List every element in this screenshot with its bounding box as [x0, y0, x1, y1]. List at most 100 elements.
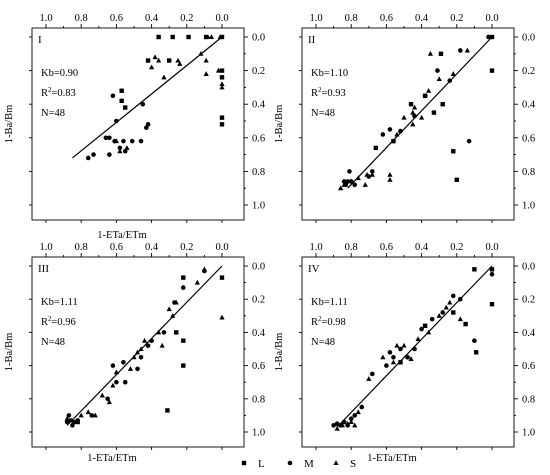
y-tick-label: 0.6 — [252, 361, 265, 372]
data-point-m — [489, 272, 495, 277]
data-point-m — [352, 182, 358, 188]
data-point-m — [103, 135, 109, 141]
data-point-s — [387, 177, 393, 182]
data-point-m — [412, 113, 417, 119]
stat-text: R2=0.98 — [311, 315, 346, 328]
y-tick-label: 0.8 — [522, 167, 535, 178]
data-point-s — [352, 422, 358, 428]
data-point-l — [438, 51, 444, 56]
data-point-s — [113, 369, 119, 375]
data-point-l — [219, 115, 225, 120]
data-point-s — [208, 34, 215, 39]
data-point-l — [451, 310, 456, 315]
data-point-s — [447, 299, 453, 305]
y-tick-label: 0.8 — [252, 167, 265, 178]
panel-frame — [31, 256, 245, 448]
stat-text: R2=0.96 — [41, 315, 76, 328]
x-tick-label: 0.4 — [415, 13, 429, 24]
data-point-s — [78, 412, 84, 418]
data-point-s — [219, 314, 225, 320]
fit-line — [66, 265, 223, 426]
panel-frame — [301, 256, 515, 448]
data-point-s — [156, 329, 162, 335]
data-point-m — [387, 350, 393, 355]
y-axis-label: 1-Ba/Bm — [4, 105, 15, 144]
x-tick-label: 1.0 — [39, 242, 52, 253]
y-tick-label: 0.8 — [522, 394, 535, 405]
data-point-m — [70, 423, 75, 428]
data-point-m — [398, 128, 403, 134]
data-point-s — [410, 121, 416, 127]
data-point-l — [489, 301, 495, 307]
data-point-l — [454, 177, 459, 182]
data-point-s — [138, 346, 144, 351]
stat-text: N=48 — [311, 108, 335, 119]
data-point-l — [145, 58, 151, 63]
data-point-l — [165, 408, 170, 413]
data-point-l — [489, 68, 495, 73]
y-axis-label: 1-Ba/Bm — [274, 105, 285, 144]
y-tick-label: 0.0 — [252, 33, 265, 44]
legend-label: S — [350, 458, 356, 470]
data-point-l — [156, 34, 161, 40]
data-point-s — [217, 34, 223, 39]
y-tick-label: 1.0 — [252, 201, 265, 212]
data-point-m — [440, 310, 446, 315]
stat-text: Kb=1.11 — [41, 297, 78, 308]
x-tick-label: 0.0 — [485, 13, 498, 24]
data-point-m — [387, 127, 393, 132]
x-tick-label: 0.0 — [215, 242, 228, 253]
data-point-l — [174, 330, 179, 335]
data-point-s — [415, 336, 421, 342]
x-tick-label: 1.0 — [309, 13, 322, 24]
x-axis-label: 1-ETa/ETm — [367, 453, 416, 464]
data-point-s — [141, 337, 148, 343]
data-point-m — [121, 359, 126, 365]
stat-text: N=48 — [41, 108, 65, 119]
data-point-m — [341, 419, 347, 425]
data-point-m — [138, 355, 144, 360]
y-tick-label: 0.2 — [252, 295, 265, 306]
data-point-l — [398, 360, 403, 365]
data-point-l — [391, 138, 396, 144]
data-point-m — [486, 34, 491, 40]
data-point-m — [398, 346, 403, 352]
x-tick-label: 0.8 — [75, 13, 88, 24]
data-point-m — [110, 363, 116, 368]
x-tick-label: 0.6 — [380, 13, 393, 24]
y-tick-label: 0.0 — [522, 33, 535, 44]
data-point-m — [331, 423, 336, 428]
data-point-s — [362, 182, 368, 187]
data-point-s — [177, 61, 183, 66]
data-point-l — [170, 34, 175, 40]
data-point-s — [219, 84, 225, 90]
data-point-m — [114, 379, 119, 385]
panel-frame — [301, 27, 515, 221]
data-point-s — [411, 104, 418, 110]
data-point-s — [408, 356, 414, 361]
data-point-l — [219, 34, 225, 40]
y-tick-label: 0.4 — [252, 328, 266, 339]
stat-text: Kb=1.11 — [311, 297, 348, 308]
data-point-s — [355, 175, 361, 181]
y-tick-label: 0.4 — [522, 100, 536, 111]
data-point-m — [66, 413, 72, 418]
data-point-s — [334, 425, 340, 431]
data-point-s — [124, 145, 130, 150]
data-point-l — [219, 275, 225, 280]
x-axis-label: 1-ETa/ETm — [97, 230, 146, 241]
y-tick-label: 0.8 — [252, 394, 265, 405]
data-point-m — [450, 293, 456, 299]
data-point-m — [348, 416, 354, 422]
data-point-m — [145, 343, 151, 348]
data-point-m — [370, 169, 375, 174]
data-point-m — [341, 179, 347, 184]
stat-text: R2=0.93 — [311, 86, 346, 99]
data-point-s — [205, 34, 211, 39]
data-point-m — [458, 48, 463, 53]
data-point-m — [334, 421, 340, 427]
data-point-m — [447, 78, 453, 83]
data-point-l — [181, 275, 186, 280]
data-point-l — [489, 267, 495, 272]
